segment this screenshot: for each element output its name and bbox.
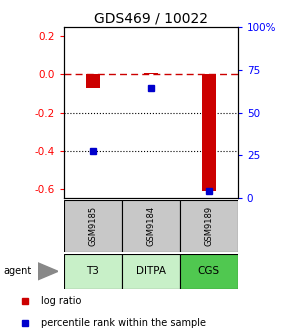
Text: GSM9189: GSM9189 [204,206,213,246]
Text: percentile rank within the sample: percentile rank within the sample [41,318,206,328]
Bar [64,200,122,252]
Bar [180,254,238,289]
Bar [144,73,158,75]
Text: CGS: CGS [198,266,220,276]
Title: GDS469 / 10022: GDS469 / 10022 [94,12,208,26]
Text: T3: T3 [86,266,99,276]
Text: DITPA: DITPA [136,266,166,276]
Text: GSM9184: GSM9184 [146,206,155,246]
Bar [122,254,180,289]
Bar [202,75,216,191]
Text: GSM9185: GSM9185 [88,206,97,246]
Bar [122,200,180,252]
Text: log ratio: log ratio [41,296,81,306]
Bar [86,75,100,88]
Bar [64,254,122,289]
Polygon shape [38,263,58,280]
Bar [180,200,238,252]
Text: agent: agent [3,266,31,276]
